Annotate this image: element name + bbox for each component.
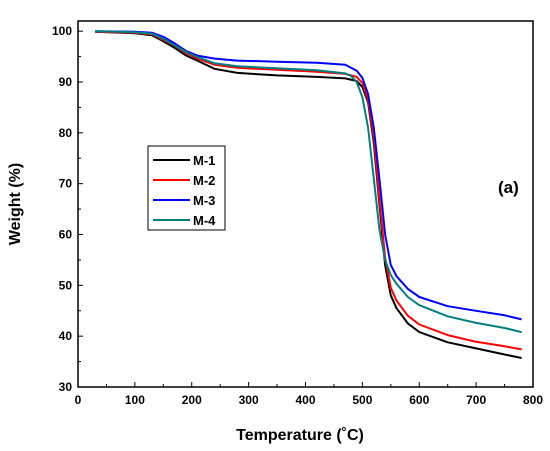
series-line-m-3 bbox=[95, 30, 522, 321]
y-tick-label: 80 bbox=[59, 126, 73, 140]
x-axis: 0 100 200 300 400 500 600 700 800 bbox=[75, 382, 543, 407]
legend-label: M-3 bbox=[193, 193, 215, 208]
y-tick-label: 30 bbox=[59, 380, 73, 394]
panel-label: (a) bbox=[498, 178, 519, 197]
x-tick-label: 300 bbox=[239, 393, 259, 407]
x-tick-label: 600 bbox=[409, 393, 429, 407]
series-line-m-4 bbox=[95, 30, 522, 334]
series-line-m-1 bbox=[95, 30, 522, 359]
x-tick-label: 700 bbox=[466, 393, 486, 407]
y-tick-label: 70 bbox=[59, 177, 73, 191]
series-layer bbox=[95, 30, 522, 359]
x-tick-label: 800 bbox=[523, 393, 543, 407]
legend: M-1 M-2 M-3 M-4 bbox=[147, 145, 226, 231]
y-tick-label: 90 bbox=[59, 75, 73, 89]
x-tick-label: 500 bbox=[352, 393, 372, 407]
y-axis: 30 40 50 60 70 80 90 100 bbox=[52, 24, 83, 394]
x-axis-title: Temperature (˚C) bbox=[236, 427, 364, 444]
y-tick-label: 60 bbox=[59, 228, 73, 242]
x-tick-label: 200 bbox=[182, 393, 202, 407]
y-axis-title: Weight (%) bbox=[7, 163, 24, 245]
y-tick-label: 40 bbox=[59, 329, 73, 343]
x-tick-label: 400 bbox=[295, 393, 315, 407]
legend-label: M-1 bbox=[193, 153, 215, 168]
legend-label: M-4 bbox=[193, 213, 216, 228]
legend-label: M-2 bbox=[193, 173, 215, 188]
x-tick-label: 100 bbox=[125, 393, 145, 407]
x-tick-label: 0 bbox=[75, 393, 82, 407]
y-tick-label: 50 bbox=[59, 278, 73, 292]
y-tick-label: 100 bbox=[52, 24, 72, 38]
